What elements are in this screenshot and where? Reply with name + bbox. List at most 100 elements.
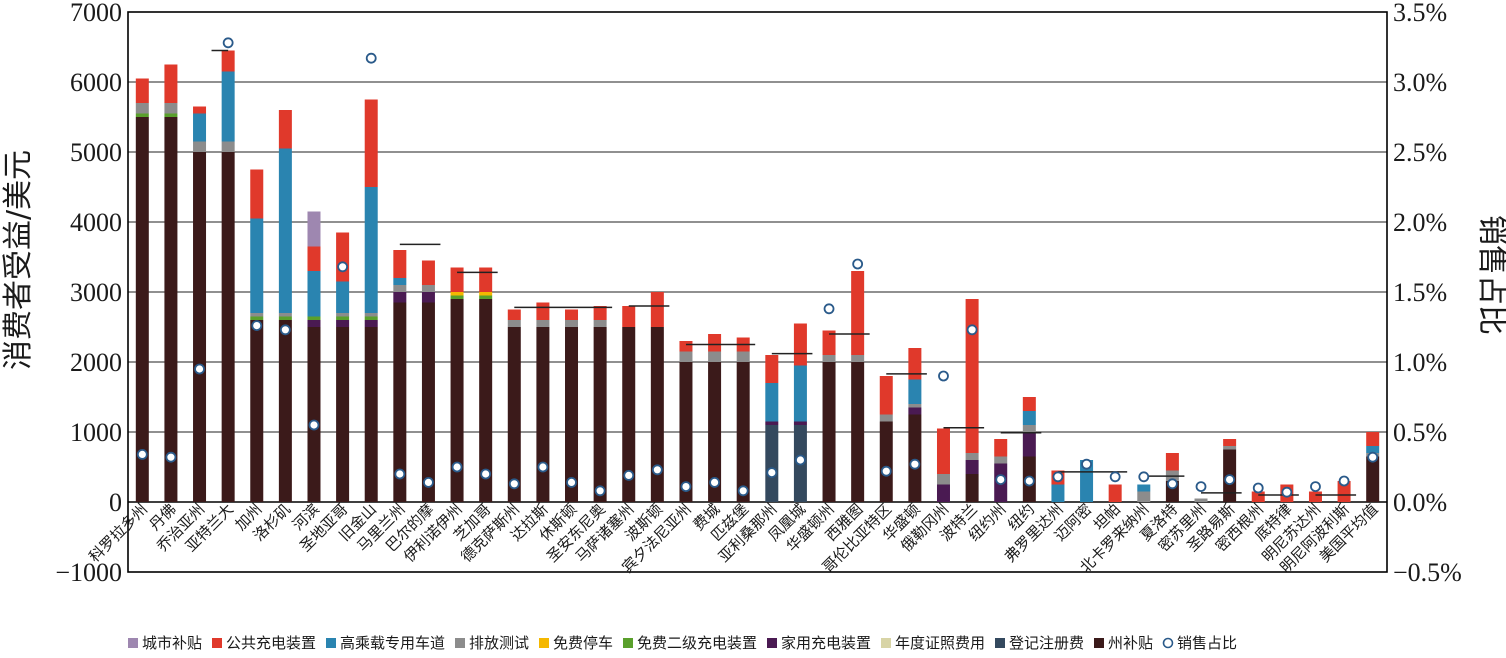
y2-tick-label: 3.0%: [1393, 68, 1447, 97]
bar-segment: [1137, 484, 1151, 492]
bar-segment: [421, 260, 435, 285]
legend-label: 城市补贴: [142, 634, 202, 652]
y-axis-right-ticks: −0.5% 0.0% 0.5% 1.0% 1.5% 2.0% 2.5% 3.0% 3.5%: [1393, 0, 1462, 587]
bar-segment: [708, 351, 722, 362]
sales-share-marker: [308, 419, 320, 431]
sales-share-marker: [1195, 481, 1207, 493]
bar-segment: [450, 267, 464, 292]
y2-tick-label: 1.5%: [1393, 278, 1447, 307]
legend-label: 免费停车: [553, 634, 613, 652]
sales-share-marker: [365, 52, 377, 64]
sales-share-marker: [737, 485, 749, 497]
bar-segment: [393, 292, 407, 303]
legend-label: 州补贴: [1108, 634, 1153, 652]
bar-segment: [307, 246, 321, 271]
bar-segment: [450, 292, 464, 296]
sales-share-marker: [709, 476, 720, 488]
bar-segment: [278, 313, 292, 317]
y-tick-label: 0: [109, 488, 122, 517]
bar-segment: [221, 50, 235, 72]
bar-segment: [164, 103, 178, 114]
bar-segment: [450, 295, 464, 299]
bar-segment: [965, 474, 979, 502]
bar-segment: [765, 383, 779, 422]
y-tick-label: 5000: [70, 138, 122, 167]
bar-segment: [1366, 432, 1380, 446]
bar-segment: [307, 320, 321, 327]
y2-tick-label: 2.5%: [1393, 138, 1447, 167]
bar-segment: [822, 362, 836, 502]
bar-segment: [221, 152, 235, 502]
legend-swatch: [767, 638, 777, 648]
legend-swatch: [995, 638, 1005, 648]
bar-segment: [708, 334, 722, 352]
sales-share-marker: [1109, 471, 1121, 483]
bar-segment: [193, 113, 207, 142]
bar-segment: [994, 456, 1008, 464]
legend: 城市补贴 公共充电装置 高乘载专用车道 排放测试 免费停车 免费二级充电装置 家用充电装置 年…: [128, 634, 1237, 652]
bar-segment: [936, 474, 950, 485]
bar-segment: [193, 141, 207, 152]
bar-segment: [994, 439, 1008, 457]
bar-segment: [650, 292, 664, 327]
bar-segment: [307, 211, 321, 247]
x-axis-category-labels: 科罗拉多州丹佛乔治亚州亚特兰大加州洛杉矶河滨圣地亚哥旧金山马里兰州巴尔的摩伊利诺…: [85, 500, 1381, 576]
bar-segment: [364, 320, 378, 327]
bar-segment: [1022, 397, 1036, 411]
bar-segment: [393, 250, 407, 278]
bar-segment: [1022, 425, 1036, 432]
bar-segment: [336, 316, 350, 320]
sales-share-marker: [194, 363, 205, 375]
bar-segment: [879, 414, 893, 422]
bar-segment: [250, 320, 264, 502]
sales-share-marker: [423, 476, 434, 488]
sales-share-marker: [136, 448, 148, 460]
sales-share-marker: [566, 476, 577, 488]
bar-segment: [479, 295, 493, 299]
sales-share-marker: [623, 469, 635, 481]
sales-share-marker: [1367, 451, 1379, 463]
legend-swatch: [1094, 638, 1104, 648]
sales-share-marker: [680, 481, 692, 493]
bar-segment: [364, 187, 378, 313]
bar-segment: [1223, 446, 1237, 450]
bar-segment: [164, 64, 178, 103]
bar-segment: [1366, 446, 1380, 453]
bar-segment: [336, 320, 350, 327]
sales-share-marker: [508, 478, 520, 490]
bar-segment: [536, 302, 550, 320]
bars: [135, 50, 1380, 502]
bar-segment: [221, 71, 235, 142]
sales-share-marker: [480, 468, 492, 480]
y2-tick-label: 0.0%: [1393, 488, 1447, 517]
bar-segment: [765, 421, 779, 425]
bar-segment: [1308, 491, 1322, 502]
bar-segment: [650, 327, 664, 502]
sales-share-marker: [394, 468, 406, 480]
bar-segment: [250, 218, 264, 313]
bar-segment: [307, 327, 321, 502]
bar-segment: [593, 327, 607, 502]
bar-segment: [793, 421, 807, 425]
bar-segment: [135, 117, 149, 502]
sales-share-marker: [823, 303, 835, 315]
bar-segment: [1251, 491, 1265, 502]
sales-share-marker: [995, 474, 1007, 486]
bar-segment: [507, 327, 521, 502]
bar-segment: [622, 327, 636, 502]
bar-segment: [536, 327, 550, 502]
bar-segment: [1223, 439, 1237, 446]
sales-share-marker: [1338, 475, 1350, 487]
bar-segment: [250, 313, 264, 317]
legend-label: 登记注册费: [1009, 634, 1084, 652]
sales-share-marker: [251, 320, 263, 332]
bar-segment: [593, 320, 607, 327]
bar-segment: [221, 141, 235, 152]
bar-segment: [135, 78, 149, 103]
bar-segment: [336, 281, 350, 313]
bar-segment: [421, 285, 435, 292]
bar-segment: [393, 278, 407, 285]
bar-segment: [936, 484, 950, 502]
legend-swatch: [455, 638, 465, 648]
sales-share-marker: [1166, 478, 1178, 490]
